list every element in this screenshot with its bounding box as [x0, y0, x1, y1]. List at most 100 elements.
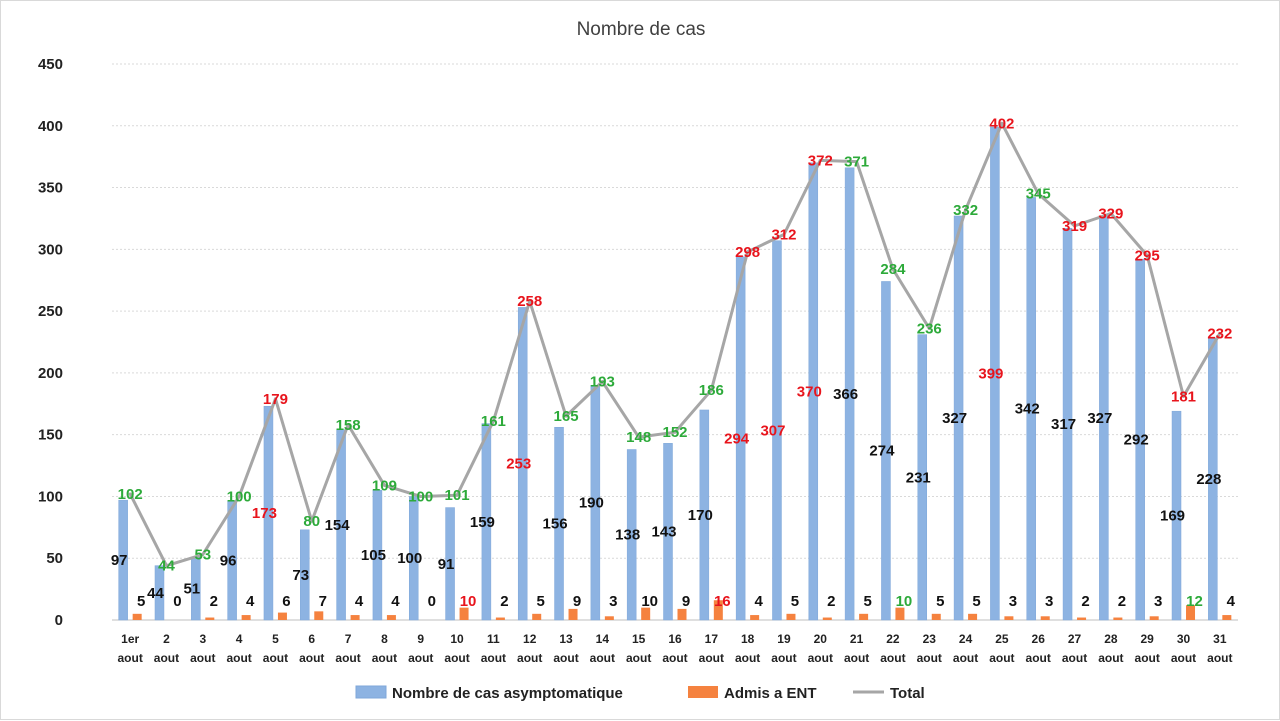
- data-label-total: 345: [1026, 186, 1051, 203]
- total-point: [855, 160, 859, 164]
- bar-asymptomatique: [263, 405, 274, 621]
- data-label-total: 100: [227, 488, 252, 505]
- data-label-total: 186: [699, 382, 724, 399]
- x-tick-label: aout: [408, 651, 433, 665]
- data-label-asymptomatique: 91: [438, 556, 455, 573]
- data-label-total: 372: [808, 152, 833, 169]
- y-tick-label: 200: [38, 365, 63, 382]
- data-label-asymptomatique: 317: [1051, 416, 1076, 433]
- x-tick-label: 14: [596, 632, 610, 646]
- data-label-asymptomatique: 327: [1087, 410, 1112, 427]
- x-tick-label: aout: [590, 651, 615, 665]
- x-tick-label: aout: [481, 651, 506, 665]
- x-tick-label: aout: [154, 651, 179, 665]
- data-label-total: 402: [989, 115, 1014, 132]
- total-point: [1000, 121, 1004, 125]
- bars: [118, 126, 1232, 621]
- data-label-asymptomatique: 73: [292, 567, 309, 584]
- x-tick-label: aout: [335, 651, 360, 665]
- total-point: [1109, 212, 1113, 216]
- x-tick-label: 13: [559, 632, 573, 646]
- x-tick-label: aout: [1062, 651, 1087, 665]
- bar-asymptomatique: [336, 429, 346, 621]
- x-tick-label: aout: [372, 651, 397, 665]
- total-point: [818, 158, 822, 162]
- x-tick-label: aout: [953, 651, 978, 665]
- data-label-total: 161: [481, 413, 506, 430]
- x-tick-label: aout: [880, 651, 905, 665]
- bar-admis-ent: [1149, 616, 1159, 620]
- data-label-asymptomatique: 97: [111, 552, 128, 569]
- bar-admis-ent: [1222, 615, 1232, 620]
- bar-admis-ent: [350, 615, 360, 620]
- bar-admis-ent: [859, 613, 869, 620]
- x-tick-label: aout: [1207, 651, 1232, 665]
- y-tick-label: 50: [46, 550, 63, 567]
- bar-admis-ent: [1077, 617, 1087, 620]
- data-label-admis-ent: 9: [573, 593, 581, 610]
- x-tick-label: 20: [814, 632, 828, 646]
- x-tick-label: aout: [1135, 651, 1160, 665]
- x-tick-label: aout: [263, 651, 288, 665]
- total-point: [746, 250, 750, 254]
- x-tick-label: 25: [995, 632, 1009, 646]
- data-label-admis-ent: 3: [1045, 593, 1053, 610]
- x-tick-label: 23: [923, 632, 937, 646]
- total-point: [891, 267, 895, 271]
- bar-asymptomatique: [1135, 258, 1145, 621]
- x-tick-label: 12: [523, 632, 537, 646]
- x-tick-label: 10: [450, 632, 464, 646]
- bar-admis-ent: [822, 617, 832, 620]
- data-label-total: 371: [844, 154, 869, 171]
- bar-asymptomatique: [118, 499, 128, 621]
- bar-admis-ent: [1113, 617, 1123, 620]
- x-tick-label: 4: [236, 632, 243, 646]
- data-label-total: 100: [408, 488, 433, 505]
- total-point: [1073, 224, 1077, 228]
- data-label-admis-ent: 4: [246, 593, 255, 610]
- data-label-asymptomatique: 154: [325, 517, 351, 534]
- data-label-total: 179: [263, 391, 288, 408]
- data-label-admis-ent: 3: [609, 593, 617, 610]
- x-tick-label: aout: [917, 651, 942, 665]
- data-label-total: 332: [953, 202, 978, 219]
- data-label-total: 109: [372, 477, 397, 494]
- x-tick-label: 15: [632, 632, 646, 646]
- data-label-asymptomatique: 253: [506, 456, 531, 473]
- data-label-admis-ent: 2: [827, 593, 835, 610]
- x-tick-label: aout: [553, 651, 578, 665]
- data-label-admis-ent: 2: [210, 593, 218, 610]
- bar-asymptomatique: [626, 449, 637, 621]
- bar-admis-ent: [1004, 616, 1014, 620]
- total-point: [528, 299, 532, 303]
- bar-asymptomatique: [1208, 338, 1218, 621]
- bar-admis-ent: [314, 611, 324, 620]
- bar-admis-ent: [132, 613, 142, 620]
- data-label-admis-ent: 4: [391, 593, 400, 610]
- x-tick-label: 11: [487, 632, 500, 646]
- total-point: [455, 493, 459, 497]
- data-label-asymptomatique: 159: [470, 514, 495, 531]
- x-tick-label: 5: [272, 632, 279, 646]
- bar-admis-ent: [641, 607, 651, 620]
- x-tick-label: 19: [777, 632, 791, 646]
- data-label-asymptomatique: 51: [183, 580, 200, 597]
- y-tick-label: 250: [38, 303, 63, 320]
- x-tick-label: 7: [345, 632, 352, 646]
- total-point: [419, 494, 423, 498]
- x-tick-label: 9: [417, 632, 424, 646]
- legend-swatch-admis-ent: [688, 686, 718, 698]
- data-label-admis-ent: 10: [460, 593, 477, 610]
- total-point: [310, 519, 314, 523]
- data-label-asymptomatique: 156: [543, 516, 568, 533]
- bar-admis-ent: [1186, 605, 1196, 620]
- data-label-asymptomatique: 143: [651, 524, 676, 541]
- bar-asymptomatique: [808, 162, 819, 621]
- x-tick-label: aout: [299, 651, 324, 665]
- data-label-total: 298: [735, 244, 760, 261]
- data-label-admis-ent: 16: [714, 593, 731, 610]
- data-label-asymptomatique: 169: [1160, 508, 1185, 525]
